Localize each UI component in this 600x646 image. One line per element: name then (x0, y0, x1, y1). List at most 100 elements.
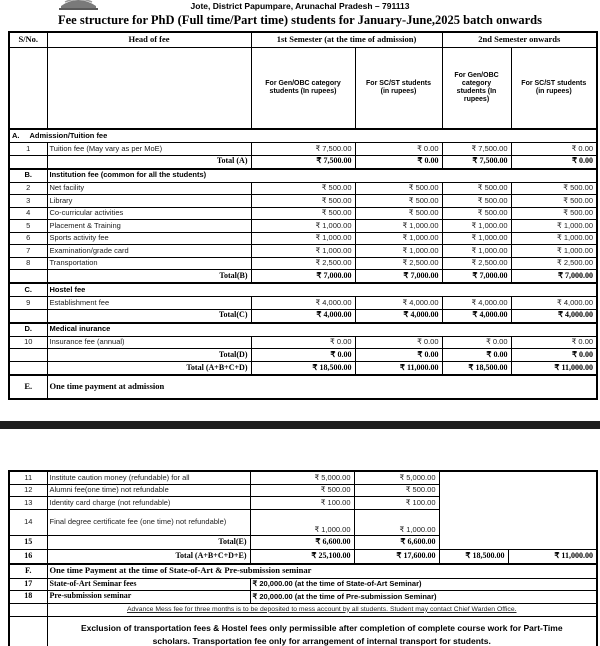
total-row: Total(C) ₹ 4,000.00 ₹ 4,000.00 ₹ 4,000.0… (8, 308, 598, 323)
subcol-sem2-genobc-header: For Gen/OBC category students (In rupees… (441, 47, 512, 130)
amount-cell: ₹ 500.00 (510, 181, 598, 195)
fee-row: 2 Net facility ₹ 500.00 ₹ 500.00 ₹ 500.0… (8, 181, 598, 195)
total-amount-cell: ₹ 0.00 (250, 348, 356, 362)
section-row-d: D. Medical inurance (8, 321, 598, 337)
empty-cell (8, 361, 48, 376)
total-label-cell: Total(C) (46, 308, 252, 323)
total-amount-cell: ₹ 7,500.00 (441, 154, 512, 169)
amount-cell: ₹ 2,500.00 (510, 256, 598, 270)
fee-label-cell: State-of-Art Seminar fees (46, 577, 251, 591)
total-amount-cell: ₹ 25,100.00 (249, 548, 355, 564)
section-letter-cell: B. (8, 167, 48, 183)
empty-cell (8, 602, 48, 617)
amount-cell: ₹ 500.00 (250, 194, 356, 208)
fee-label-cell: Net facility (46, 181, 252, 195)
total-amount-cell: ₹ 6,600.00 (353, 534, 440, 550)
table-subheader-row: For Gen/OBC category students (In rupees… (8, 47, 598, 130)
amount-cell: ₹ 5,000.00 (249, 470, 355, 485)
amount-cell: ₹ 1,000.00 (250, 231, 356, 245)
fee-label-cell: Transportation (46, 256, 252, 270)
fee-row: 1 Tuition fee (May vary as per MoE) ₹ 7,… (8, 142, 598, 156)
total-amount-cell: ₹ 4,000.00 (510, 308, 598, 323)
section-title-cell: A. Admission/Tuition fee (8, 128, 598, 143)
amount-cell: ₹ 100.00 (249, 496, 355, 510)
grand-total-row: 16 Total (A+B+C+D+E) ₹ 25,100.00 ₹ 17,60… (8, 548, 598, 564)
amount-cell: ₹ 0.00 (250, 335, 356, 349)
total-amount-cell: ₹ 4,000.00 (441, 308, 512, 323)
sno-cell: 12 (8, 483, 48, 497)
total-label-cell: Total(D) (46, 348, 252, 362)
sno-cell: 9 (8, 296, 48, 310)
amount-cell: ₹ 500.00 (353, 483, 440, 497)
fee-row: 18 Pre-submission seminar ₹ 20,000.00 (a… (8, 590, 598, 604)
sno-cell: 15 (8, 534, 48, 550)
amount-cell: ₹ 2,500.00 (250, 256, 356, 270)
fee-row: 4 Co-curricular activities ₹ 500.00 ₹ 50… (8, 206, 598, 220)
fee-row: 7 Examination/grade card ₹ 1,000.00 ₹ 1,… (8, 244, 598, 258)
amount-cell: ₹ 5,000.00 (353, 470, 440, 485)
amount-cell: ₹ 1,000.00 (354, 219, 443, 233)
amount-cell: ₹ 4,000.00 (250, 296, 356, 310)
sno-cell: 14 (8, 508, 48, 536)
total-amount-cell: ₹ 0.00 (441, 348, 512, 362)
address-line: Jote, District Papumpare, Arunachal Prad… (190, 1, 410, 11)
total-amount-cell: ₹ 0.00 (510, 348, 598, 362)
amount-cell: ₹ 500.00 (510, 194, 598, 208)
sno-cell: 7 (8, 244, 48, 258)
col-sem2-header: 2nd Semester onwards (441, 31, 598, 48)
section-title-cell: Medical inurance (46, 321, 598, 337)
amount-cell: ₹ 500.00 (354, 181, 443, 195)
total-amount-cell: ₹ 11,000.00 (354, 361, 443, 376)
fee-label-cell: Alumni fee(one time) not refundable (46, 483, 251, 497)
total-amount-cell: ₹ 4,000.00 (250, 308, 356, 323)
empty-cell (8, 615, 48, 646)
section-row-c: C. Hostel fee (8, 282, 598, 297)
empty-merged-cell (438, 470, 598, 550)
page-divider-bar (0, 421, 600, 429)
one-time-fee-table: 11 Institute caution money (refundable) … (8, 470, 598, 646)
amount-cell: ₹ 0.00 (354, 335, 443, 349)
amount-cell: ₹ 500.00 (441, 206, 512, 220)
amount-cell: ₹ 500.00 (250, 206, 356, 220)
amount-cell: ₹ 0.00 (510, 142, 598, 156)
fee-label-cell: Institute caution money (refundable) for… (46, 470, 251, 485)
total-label-cell: Total (A+B+C+D) (46, 361, 252, 376)
total-amount-cell: ₹ 18,500.00 (441, 361, 512, 376)
empty-cell (8, 154, 48, 169)
exclusion-note-text: Exclusion of transportation fees & Hoste… (46, 615, 598, 646)
fee-label-cell: Co-curricular activities (46, 206, 252, 220)
amount-cell: ₹ 0.00 (441, 335, 512, 349)
total-amount-cell: ₹ 7,000.00 (510, 269, 598, 284)
fee-value-cell: ₹ 20,000.00 (at the time of State-of-Art… (249, 577, 598, 591)
total-amount-cell: ₹ 7,000.00 (354, 269, 443, 284)
page-title: Fee structure for PhD (Full time/Part ti… (58, 13, 542, 27)
sno-cell: 17 (8, 577, 48, 591)
total-amount-cell: ₹ 0.00 (354, 348, 443, 362)
fee-row: 12 Alumni fee(one time) not refundable ₹… (8, 483, 597, 497)
fee-row: 3 Library ₹ 500.00 ₹ 500.00 ₹ 500.00 ₹ 5… (8, 194, 598, 208)
amount-cell: ₹ 0.00 (510, 335, 598, 349)
sno-cell: 3 (8, 194, 48, 208)
amount-cell: ₹ 500.00 (354, 206, 443, 220)
amount-cell: ₹ 500.00 (510, 206, 598, 220)
amount-cell: ₹ 4,000.00 (441, 296, 512, 310)
subcol-sem2-scst-header: For SC/ST students (in rupees) (510, 47, 598, 130)
amount-cell: ₹ 500.00 (441, 194, 512, 208)
col-sno-header: S/No. (8, 31, 48, 48)
section-title-cell: One time Payment at the time of State-of… (46, 562, 598, 579)
amount-cell: ₹ 1,000.00 (250, 244, 356, 258)
fee-row: 9 Establishment fee ₹ 4,000.00 ₹ 4,000.0… (8, 296, 598, 310)
amount-cell: ₹ 1,000.00 (510, 231, 598, 245)
sno-cell: 8 (8, 256, 48, 270)
sno-cell: 1 (8, 142, 48, 156)
fee-label-cell: Insurance fee (annual) (46, 335, 252, 349)
fee-label-cell: Library (46, 194, 252, 208)
total-label-cell: Total (A+B+C+D+E) (46, 548, 251, 564)
amount-cell: ₹ 1,000.00 (441, 231, 512, 245)
fee-label-cell: Establishment fee (46, 296, 252, 310)
total-row: Total (A) ₹ 7,500.00 ₹ 0.00 ₹ 7,500.00 ₹… (8, 154, 598, 169)
amount-cell: ₹ 7,500.00 (250, 142, 356, 156)
sno-cell: 16 (8, 548, 48, 564)
exclusion-note-row: Exclusion of transportation fees & Hoste… (8, 615, 598, 646)
